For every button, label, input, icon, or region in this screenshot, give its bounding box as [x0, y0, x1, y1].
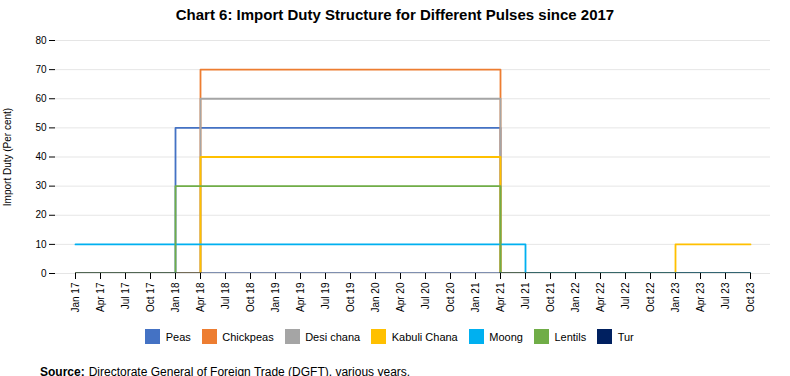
svg-text:Oct 17: Oct 17: [145, 282, 156, 312]
svg-text:Jan 23: Jan 23: [670, 282, 681, 312]
svg-text:Jul 19: Jul 19: [320, 282, 331, 309]
svg-text:Oct 22: Oct 22: [645, 282, 656, 312]
svg-text:Apr 17: Apr 17: [95, 282, 106, 312]
svg-text:20: 20: [35, 209, 47, 220]
svg-text:Jul 22: Jul 22: [620, 282, 631, 309]
svg-text:Apr 20: Apr 20: [395, 282, 406, 312]
svg-text:Oct 21: Oct 21: [545, 282, 556, 312]
svg-text:Jan 19: Jan 19: [270, 282, 281, 312]
html-text:Moong: Moong: [489, 330, 523, 343]
html-text:Desi chana: Desi chana: [305, 330, 361, 343]
html-text:Chart 6: Import Duty Structure: Chart 6: Import Duty Structure for Diffe…: [175, 6, 615, 23]
svg-text:0: 0: [41, 268, 47, 279]
svg-text:50: 50: [35, 122, 47, 133]
svg-text:Jul 17: Jul 17: [120, 282, 131, 309]
svg-text:Oct 18: Oct 18: [245, 282, 256, 312]
svg-text:Jan 21: Jan 21: [470, 282, 481, 312]
svg-text:Apr 22: Apr 22: [595, 282, 606, 312]
svg-text:Jul 20: Jul 20: [420, 282, 431, 309]
svg-text:Oct 19: Oct 19: [345, 282, 356, 312]
svg-text:Jan 20: Jan 20: [370, 282, 381, 312]
svg-text:Jan 17: Jan 17: [70, 282, 81, 312]
svg-text:70: 70: [35, 64, 47, 75]
svg-text:60: 60: [35, 93, 47, 104]
svg-text:10: 10: [35, 239, 47, 250]
svg-text:Apr 18: Apr 18: [195, 282, 206, 312]
svg-text:40: 40: [35, 151, 47, 162]
html-text:Lentils: Lentils: [554, 330, 587, 343]
svg-text:30: 30: [35, 180, 47, 191]
svg-text:Import Duty (Per cent): Import Duty (Per cent): [2, 108, 13, 206]
html-text:Peas: Peas: [165, 330, 191, 343]
svg-text:Jul 23: Jul 23: [720, 282, 731, 309]
svg-text:Apr 23: Apr 23: [695, 282, 706, 312]
svg-text:Jan 22: Jan 22: [570, 282, 581, 312]
svg-text:80: 80: [35, 35, 47, 46]
svg-text:Jul 21: Jul 21: [520, 282, 531, 309]
svg-text:Jul 18: Jul 18: [220, 282, 231, 309]
svg-text:Apr 21: Apr 21: [495, 282, 506, 312]
html-text:Kabuli Chana: Kabuli Chana: [391, 330, 458, 343]
svg-text:Apr 19: Apr 19: [295, 282, 306, 312]
html-text:Chickpeas: Chickpeas: [222, 330, 274, 343]
svg-text:Oct 20: Oct 20: [445, 282, 456, 312]
svg-text:Oct 23: Oct 23: [745, 282, 756, 312]
svg-text:Jan 18: Jan 18: [170, 282, 181, 312]
html-text:Tur: Tur: [617, 330, 634, 343]
